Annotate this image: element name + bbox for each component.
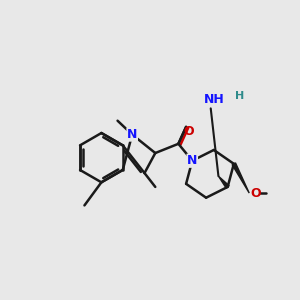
Polygon shape bbox=[232, 163, 249, 193]
Text: O: O bbox=[250, 187, 261, 200]
Text: NH: NH bbox=[203, 93, 224, 106]
Text: H: H bbox=[236, 91, 244, 101]
Polygon shape bbox=[218, 176, 229, 188]
Text: N: N bbox=[187, 154, 197, 167]
Text: O: O bbox=[184, 125, 194, 138]
Text: N: N bbox=[127, 128, 137, 141]
